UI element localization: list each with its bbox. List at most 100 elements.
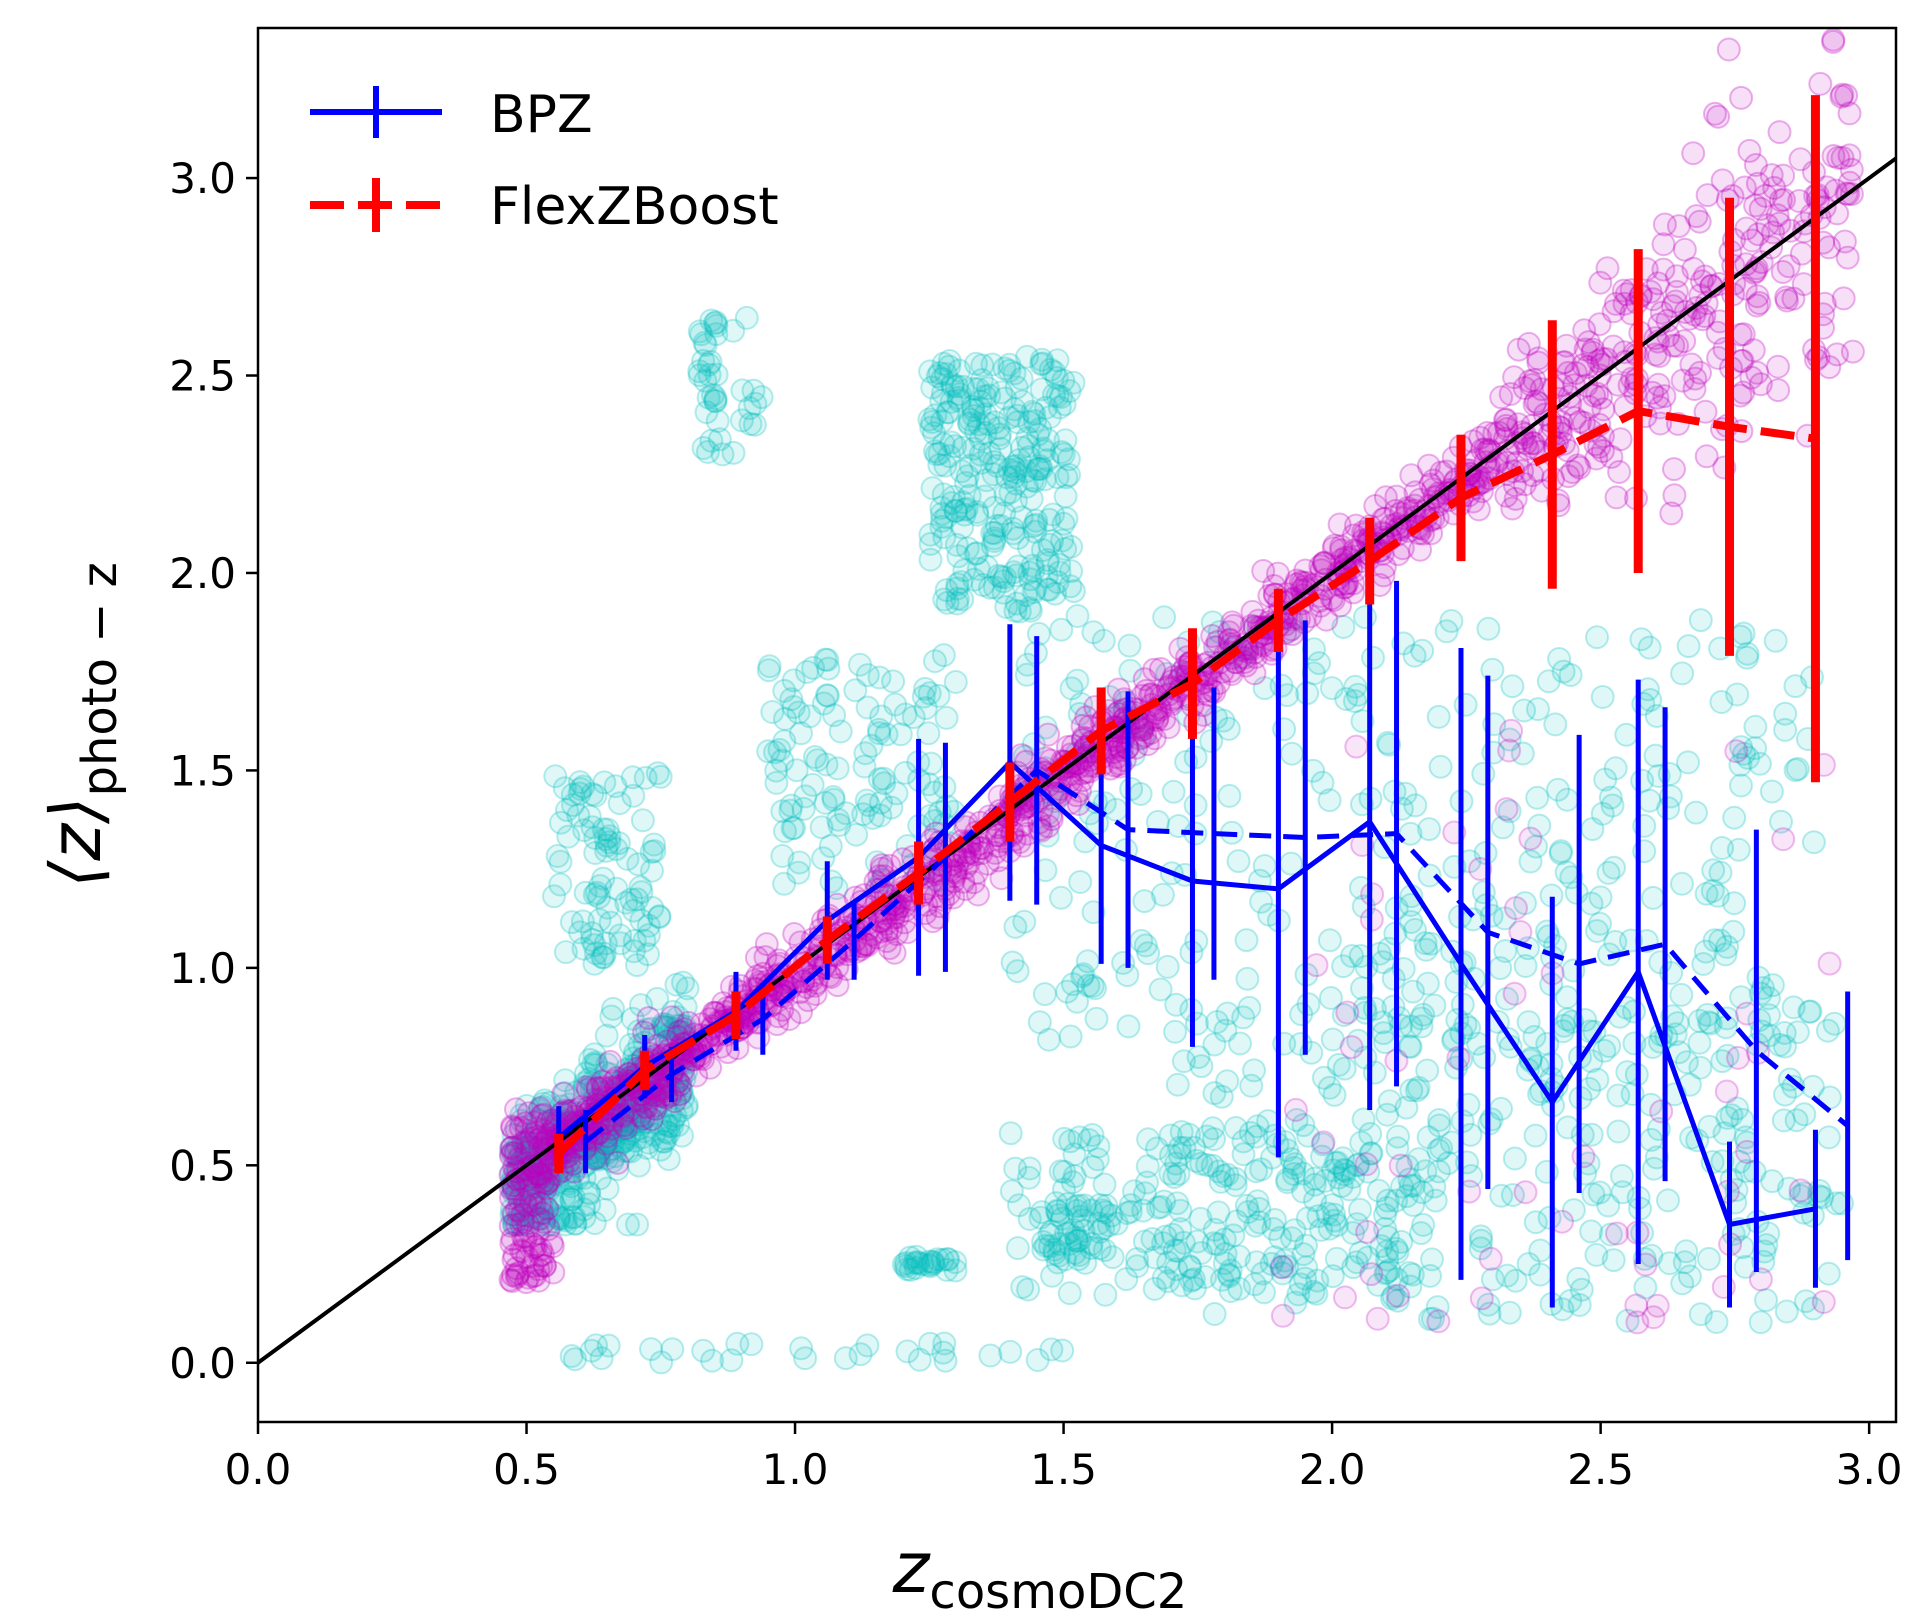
bpz-scatter-point <box>1001 560 1026 585</box>
bpz-scatter-point <box>629 993 653 1018</box>
bpz-scatter-point <box>557 1168 582 1193</box>
bpz-scatter-point <box>630 1099 655 1124</box>
bpz-scatter-point <box>674 1093 699 1117</box>
bpz-scatter-point <box>952 558 977 583</box>
bpz-scatter-point <box>605 1157 630 1182</box>
bpz-scatter-point <box>770 799 795 824</box>
bpz-scatter-point <box>1026 457 1051 481</box>
bpz-scatter-point <box>809 815 834 840</box>
bpz-scatter-point <box>533 1172 558 1197</box>
bpz-scatter-point <box>945 591 970 616</box>
bpz-scatter-point <box>965 541 990 566</box>
bpz-scatter-point <box>548 849 573 874</box>
bpz-scatter-point <box>816 656 841 681</box>
bpz-scatter-point <box>1256 1109 1281 1134</box>
bpz-scatter-point <box>860 805 885 830</box>
bpz-scatter-point <box>1051 368 1076 393</box>
bpz-scatter-point <box>614 890 639 915</box>
bpz-scatter-point <box>1410 638 1435 663</box>
bpz-scatter-point <box>1570 1122 1595 1147</box>
bpz-scatter-point <box>853 741 878 766</box>
bpz-scatter-point <box>666 1113 691 1138</box>
bpz-scatter-point <box>991 580 1016 605</box>
bpz-scatter-point <box>600 1136 625 1161</box>
bpz-scatter-point <box>514 1128 539 1153</box>
bpz-scatter-point <box>929 501 954 526</box>
bpz-scatter-point <box>593 1060 618 1085</box>
flexzboost-scatter-point <box>1646 271 1670 296</box>
bpz-scatter-point <box>553 1208 578 1233</box>
bpz-scatter-point <box>506 1205 531 1230</box>
legend-label-bpz: BPZ <box>490 85 593 145</box>
y-tick-label: 1.5 <box>169 746 236 795</box>
bpz-scatter-point <box>973 402 998 427</box>
bpz-scatter-point <box>1688 608 1713 633</box>
flexzboost-scatter-point <box>1770 260 1795 284</box>
bpz-scatter-point <box>619 887 644 912</box>
flexzboost-scatter-point <box>633 1094 658 1119</box>
bpz-scatter-point <box>657 1103 682 1128</box>
bpz-scatter-point <box>813 790 838 815</box>
bpz-scatter-point <box>1399 910 1424 934</box>
x-tick-label: 1.5 <box>1030 1445 1097 1494</box>
bpz-scatter-point <box>1051 442 1076 467</box>
flexzboost-scatter-point <box>516 1265 541 1290</box>
bpz-scatter-point <box>1018 567 1043 592</box>
bpz-scatter-point <box>828 719 853 744</box>
bpz-scatter-point <box>661 1107 686 1132</box>
bpz-scatter-point <box>583 783 608 808</box>
bpz-scatter-point <box>943 670 968 694</box>
flexzboost-scatter-point <box>1811 1290 1836 1314</box>
bpz-scatter-point <box>954 471 978 495</box>
flexzboost-scatter-point <box>1755 213 1780 238</box>
bpz-scatter-point <box>636 1130 661 1155</box>
bpz-scatter-point <box>936 400 961 425</box>
bpz-scatter-point <box>543 764 568 789</box>
bpz-scatter-point <box>986 563 1011 588</box>
bpz-scatter-point <box>1423 1188 1448 1213</box>
bpz-scatter-point <box>553 940 578 965</box>
bpz-scatter-point <box>592 1135 617 1160</box>
bpz-scatter-point <box>1555 1007 1580 1032</box>
bpz-scatter-point <box>1526 697 1550 722</box>
bpz-scatter-point <box>523 1204 548 1229</box>
bpz-scatter-point <box>636 923 661 947</box>
bpz-scatter-point <box>779 793 804 818</box>
flexzboost-scatter-point <box>1311 1130 1336 1155</box>
bpz-scatter-point <box>869 790 893 815</box>
bpz-scatter-point <box>939 491 964 515</box>
bpz-scatter-point <box>929 514 954 539</box>
bpz-scatter-point <box>947 382 972 407</box>
bpz-scatter-point <box>502 1212 527 1237</box>
bpz-scatter-point <box>1016 433 1041 458</box>
bpz-scatter-point <box>827 813 852 837</box>
flexzboost-scatter-point <box>1478 1246 1503 1271</box>
bpz-scatter-point <box>931 432 956 457</box>
bpz-scatter-point <box>951 374 976 399</box>
bpz-scatter-point <box>888 722 913 747</box>
bpz-scatter-point <box>510 1182 535 1207</box>
bpz-scatter-point <box>1051 511 1076 536</box>
bpz-scatter-point <box>1004 375 1029 400</box>
bpz-scatter-point <box>591 945 616 970</box>
bpz-scatter-point <box>997 358 1022 383</box>
bpz-scatter-point <box>573 1061 598 1086</box>
bpz-scatter-point <box>982 575 1007 600</box>
flexzboost-scatter-point <box>1270 1255 1295 1280</box>
bpz-scatter-point <box>1010 1275 1035 1300</box>
bpz-scatter-point <box>522 1204 547 1229</box>
bpz-scatter-point <box>795 660 819 684</box>
bpz-scatter-point <box>549 810 573 835</box>
bpz-scatter-point <box>955 464 980 489</box>
bpz-scatter-point <box>1199 729 1224 753</box>
bpz-scatter-point <box>931 381 955 406</box>
bpz-scatter-point <box>1092 1172 1117 1197</box>
bpz-scatter-point <box>657 1114 681 1139</box>
bpz-scatter-point <box>580 1070 604 1095</box>
bpz-scatter-point <box>587 885 612 910</box>
bpz-scatter-point <box>616 1115 641 1140</box>
legend-label-flexzboost: FlexZBoost <box>490 177 779 237</box>
bpz-scatter-point <box>1743 714 1768 739</box>
bpz-scatter-point <box>982 495 1007 520</box>
bpz-scatter-point <box>811 691 836 716</box>
